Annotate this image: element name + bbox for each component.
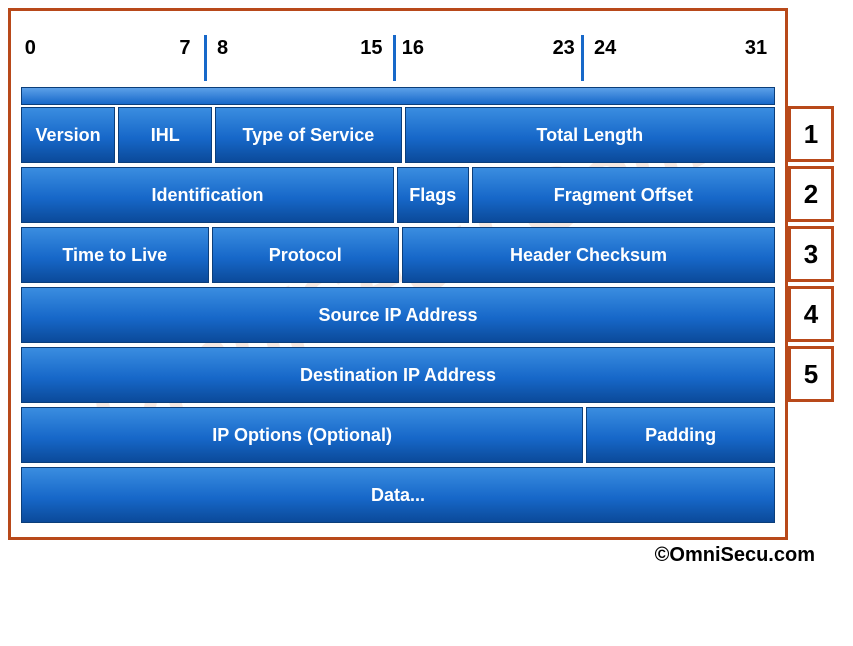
numbers-spacer	[788, 8, 834, 106]
bit-scale: 0 7 8 15 16 23 24 31	[21, 23, 775, 83]
field-cell: Protocol	[212, 227, 400, 283]
field-cell: Destination IP Address	[21, 347, 775, 403]
bit-label: 31	[745, 37, 767, 60]
row-number-box: 1	[788, 106, 834, 162]
copyright-text: ©OmniSecu.com	[8, 540, 845, 567]
bit-label: 7	[179, 37, 190, 60]
bit-tick	[393, 35, 396, 81]
field-cell: Data...	[21, 467, 775, 523]
header-row: Destination IP Address	[21, 347, 775, 403]
field-cell: Time to Live	[21, 227, 209, 283]
header-row: Source IP Address	[21, 287, 775, 343]
header-row: VersionIHLType of ServiceTotal Length	[21, 107, 775, 163]
header-row: IdentificationFlagsFragment Offset	[21, 167, 775, 223]
row-number-box: 2	[788, 166, 834, 222]
header-row: IP Options (Optional)Padding	[21, 407, 775, 463]
field-cell: IP Options (Optional)	[21, 407, 583, 463]
field-cell: IHL	[118, 107, 212, 163]
field-cell: Flags	[397, 167, 469, 223]
rows-container: VersionIHLType of ServiceTotal LengthIde…	[21, 107, 775, 523]
bit-label: 16	[402, 37, 424, 60]
field-cell: Padding	[586, 407, 775, 463]
field-cell: Identification	[21, 167, 394, 223]
bit-label: 23	[553, 37, 575, 60]
field-cell: Version	[21, 107, 115, 163]
header-row: Data...	[21, 467, 775, 523]
bit-label: 15	[360, 37, 382, 60]
row-number-box: 3	[788, 226, 834, 282]
field-cell: Total Length	[405, 107, 776, 163]
field-cell: Header Checksum	[402, 227, 775, 283]
bit-tick	[581, 35, 584, 81]
row-number-box: 5	[788, 346, 834, 402]
field-cell: Type of Service	[215, 107, 401, 163]
header-row: Time to LiveProtocolHeader Checksum	[21, 227, 775, 283]
header-strip	[21, 87, 775, 105]
field-cell: Source IP Address	[21, 287, 775, 343]
field-cell: Fragment Offset	[472, 167, 775, 223]
bit-label: 24	[594, 37, 616, 60]
outer-wrap: OmniSecu.Com 0781516232431 VersionIHLTyp…	[8, 8, 845, 540]
bit-label: 0	[25, 37, 36, 60]
row-numbers-column: 12345	[788, 8, 834, 406]
bit-tick	[204, 35, 207, 81]
diagram-frame: OmniSecu.Com 0781516232431 VersionIHLTyp…	[8, 8, 788, 540]
bit-label: 8	[217, 37, 228, 60]
row-number-box: 4	[788, 286, 834, 342]
